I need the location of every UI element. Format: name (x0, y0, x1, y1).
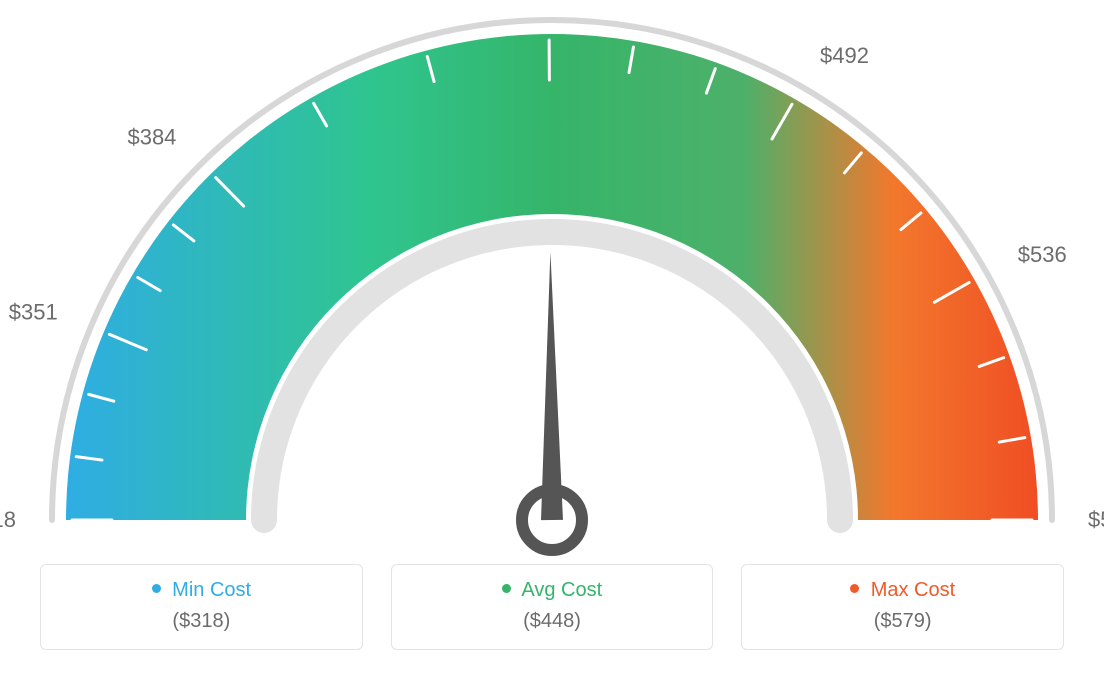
tick-label: $492 (820, 43, 869, 68)
legend-card-max: Max Cost ($579) (741, 564, 1064, 650)
cost-gauge: $318$351$384$448$492$536$579 (0, 0, 1104, 560)
legend-title-text: Min Cost (172, 579, 251, 601)
legend-title-avg: Avg Cost (402, 579, 703, 602)
tick-label: $318 (0, 507, 16, 532)
tick-label: $351 (9, 300, 58, 325)
legend-title-text: Avg Cost (521, 579, 602, 601)
legend-title-text: Max Cost (871, 579, 955, 601)
legend-value-min: ($318) (51, 610, 352, 633)
tick-label: $384 (127, 125, 176, 150)
legend-card-min: Min Cost ($318) (40, 564, 363, 650)
dot-icon (850, 584, 859, 593)
legend-row: Min Cost ($318) Avg Cost ($448) Max Cost… (0, 564, 1104, 650)
dot-icon (502, 584, 511, 593)
dot-icon (152, 584, 161, 593)
legend-title-min: Min Cost (51, 579, 352, 602)
tick-label: $536 (1018, 242, 1067, 267)
legend-title-max: Max Cost (752, 579, 1053, 602)
needle (541, 252, 563, 520)
gauge-svg: $318$351$384$448$492$536$579 (0, 0, 1104, 560)
tick-label: $579 (1088, 507, 1104, 532)
legend-card-avg: Avg Cost ($448) (391, 564, 714, 650)
legend-value-max: ($579) (752, 610, 1053, 633)
legend-value-avg: ($448) (402, 610, 703, 633)
